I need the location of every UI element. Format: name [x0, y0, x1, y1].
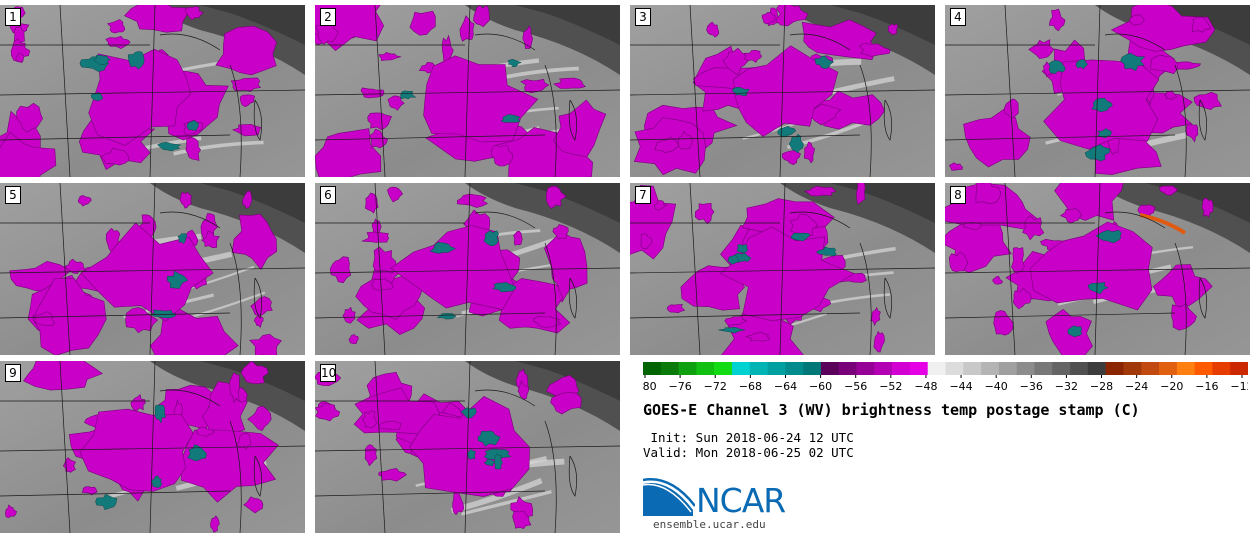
site-url: ensemble.ucar.edu — [653, 518, 766, 531]
ncar-logo-icon — [643, 478, 695, 516]
colorbar-segment — [820, 362, 840, 375]
map-panel: 7 — [630, 183, 935, 355]
logo-wordmark: NCAR — [696, 481, 786, 520]
colorbar-tick-label: −68 — [739, 380, 762, 393]
colorbar-tick-label: −56 — [844, 380, 867, 393]
colorbar-tick-label: −36 — [1020, 380, 1043, 393]
colorbar-segment — [803, 362, 822, 375]
colorbar-segment — [714, 362, 733, 375]
colorbar-segment — [1016, 362, 1035, 375]
map-panel: 5 — [0, 183, 305, 355]
panel-number-label: 1 — [5, 8, 21, 26]
panel-number-label: 3 — [635, 8, 651, 26]
colorbar-segment — [1087, 362, 1106, 375]
colorbar-segment — [643, 362, 662, 375]
colorbar-segment — [731, 362, 751, 375]
colorbar-segment — [1052, 362, 1071, 375]
colorbar-segment — [767, 362, 786, 375]
colorbar-tick-label: −24 — [1125, 380, 1148, 393]
map-panel: 2 — [315, 5, 620, 177]
colorbar-segment — [1123, 362, 1142, 375]
valid-time: Valid: Mon 2018-06-25 02 UTC — [643, 445, 854, 460]
map-panel: 1 — [0, 5, 305, 177]
colorbar-segment — [1070, 362, 1089, 375]
colorbar-tick-label: −76 — [669, 380, 692, 393]
colorbar-tick-label: −48 — [914, 380, 937, 393]
colorbar-segment — [1105, 362, 1124, 375]
colorbar-segment — [785, 362, 804, 375]
panel-number-label: 10 — [320, 364, 337, 382]
colorbar-tick-label: −72 — [704, 380, 727, 393]
colorbar-tick-label: −80 — [643, 380, 657, 393]
colorbar-tick-label: −12 — [1230, 380, 1248, 393]
colorbar-segment — [1194, 362, 1213, 375]
colorbar-segment — [945, 362, 964, 375]
colorbar-tick-label: −52 — [879, 380, 902, 393]
colorbar-tick-label: −64 — [774, 380, 797, 393]
colorbar-segment — [1159, 362, 1178, 375]
map-panel: 8 — [945, 183, 1250, 355]
colorbar-segment — [838, 362, 857, 375]
colorbar-segment — [1176, 362, 1195, 375]
colorbar-segment — [892, 362, 911, 375]
map-panel: 3 — [630, 5, 935, 177]
panel-number-label: 5 — [5, 186, 21, 204]
colorbar-segment — [927, 362, 946, 375]
map-panel: 4 — [945, 5, 1250, 177]
panel-number-label: 9 — [5, 364, 21, 382]
colorbar-segment — [856, 362, 875, 375]
panel-number-label: 8 — [950, 186, 966, 204]
colorbar-segment — [1230, 362, 1248, 375]
colorbar-tick-label: −44 — [949, 380, 972, 393]
colorbar-tick-label: −40 — [985, 380, 1008, 393]
colorbar-segment — [1141, 362, 1160, 375]
colorbar-tick-label: −32 — [1055, 380, 1078, 393]
panel-number-label: 4 — [950, 8, 966, 26]
panel-number-label: 7 — [635, 186, 651, 204]
colorbar-segment — [1212, 362, 1231, 375]
colorbar-segment — [874, 362, 893, 375]
colorbar-segment — [660, 362, 679, 375]
map-panel: 9 — [0, 361, 305, 533]
colorbar-tick-label: −16 — [1195, 380, 1218, 393]
colorbar-tick-label: −28 — [1090, 380, 1113, 393]
colorbar-tick-label: −60 — [809, 380, 832, 393]
colorbar-segment — [749, 362, 768, 375]
colorbar-segment — [1034, 362, 1053, 375]
map-panel: 10 — [315, 361, 620, 533]
figure-title: GOES-E Channel 3 (WV) brightness temp po… — [643, 401, 1140, 419]
colorbar: −80−76−72−68−64−60−56−52−48−44−40−36−32−… — [643, 362, 1248, 393]
colorbar-segment — [963, 362, 982, 375]
colorbar-segment — [678, 362, 697, 375]
map-panel: 6 — [315, 183, 620, 355]
colorbar-segment — [998, 362, 1017, 375]
panel-number-label: 2 — [320, 8, 336, 26]
colorbar-tick-label: −20 — [1160, 380, 1183, 393]
colorbar-segment — [981, 362, 1000, 375]
init-time: Init: Sun 2018-06-24 12 UTC — [643, 430, 854, 445]
colorbar-segment — [909, 362, 928, 375]
panel-number-label: 6 — [320, 186, 336, 204]
colorbar-segment — [696, 362, 715, 375]
